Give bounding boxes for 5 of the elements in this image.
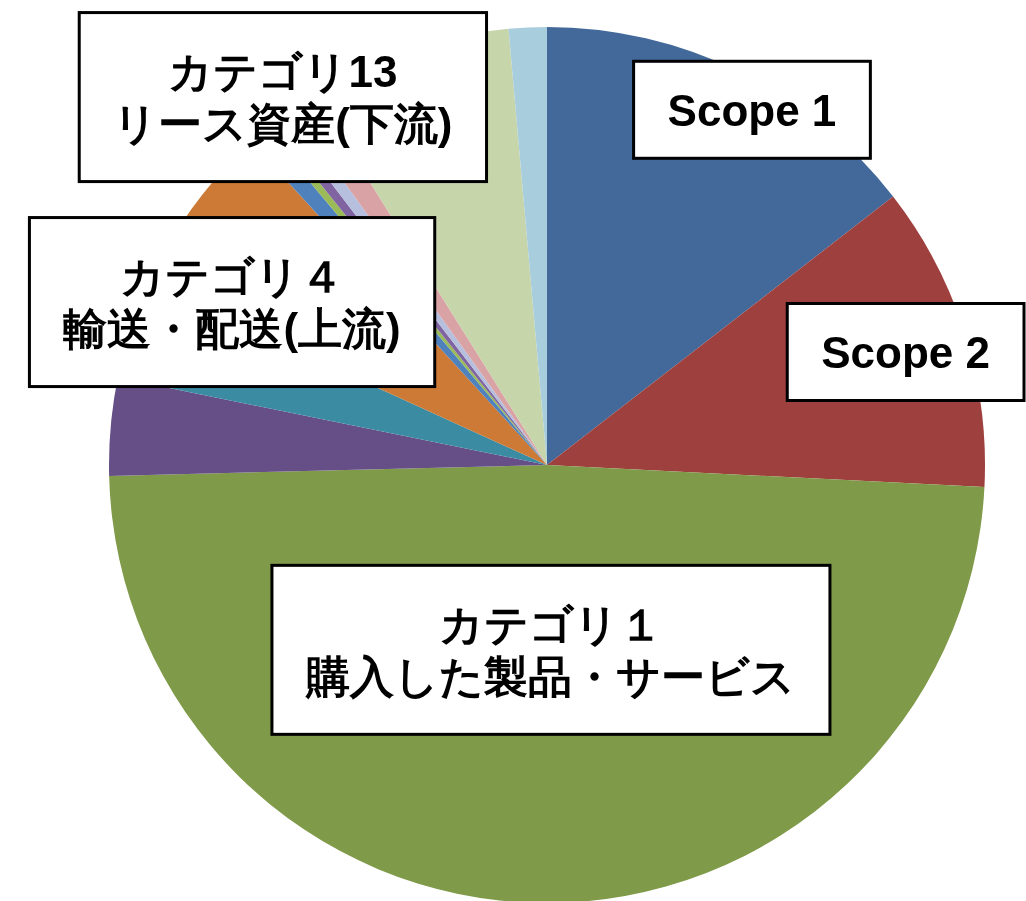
slice-label: Scope 2 xyxy=(821,327,990,377)
slice-label: カテゴリ４輸送・配送(上流) xyxy=(63,251,401,353)
slice-label: Scope 1 xyxy=(667,85,837,135)
slice-label: カテゴリ13リース資産(下流) xyxy=(113,46,453,148)
slice-label: カテゴリ１購入した製品・サービス xyxy=(305,599,796,701)
